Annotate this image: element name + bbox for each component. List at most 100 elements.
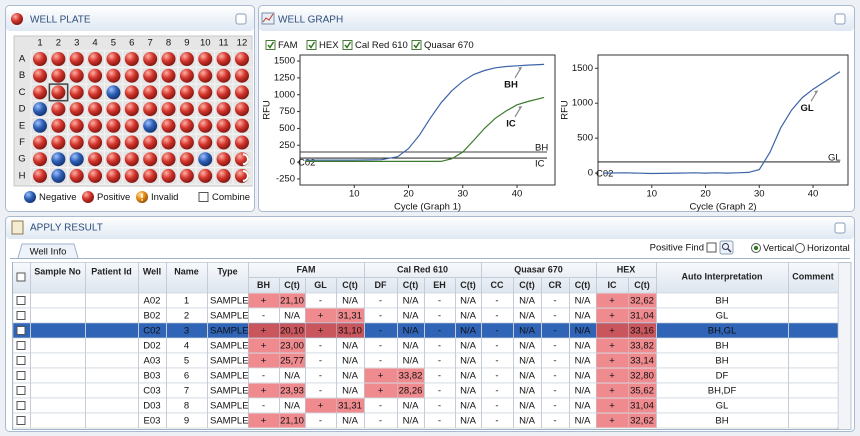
table-row[interactable] — [12, 307, 839, 324]
well[interactable] — [51, 118, 66, 133]
well[interactable] — [143, 68, 158, 83]
well[interactable] — [33, 135, 47, 150]
well[interactable] — [234, 102, 249, 117]
row-checkbox[interactable] — [16, 386, 26, 395]
well[interactable] — [216, 85, 231, 100]
well[interactable] — [51, 135, 66, 150]
row-checkbox[interactable] — [16, 326, 26, 335]
well[interactable] — [198, 135, 213, 150]
well[interactable] — [179, 102, 194, 117]
well[interactable] — [88, 68, 103, 83]
table-row[interactable] — [12, 352, 839, 369]
header-checkbox[interactable] — [16, 272, 26, 282]
row-checkbox[interactable] — [16, 401, 26, 410]
well[interactable] — [51, 68, 66, 83]
row-checkbox[interactable] — [16, 296, 26, 305]
well[interactable] — [106, 85, 121, 100]
table-row[interactable] — [12, 397, 839, 414]
orientation-label[interactable]: Horizontal — [807, 243, 850, 254]
well[interactable] — [106, 135, 121, 150]
well[interactable] — [51, 85, 66, 100]
channel-label[interactable]: HEX — [319, 40, 339, 51]
well[interactable] — [143, 52, 158, 66]
well[interactable] — [69, 135, 84, 150]
well[interactable] — [88, 102, 103, 117]
row-checkbox[interactable] — [16, 311, 26, 320]
tab[interactable] — [17, 243, 79, 259]
well[interactable] — [198, 102, 213, 117]
row-checkbox[interactable] — [16, 416, 26, 425]
well[interactable] — [179, 68, 194, 83]
well[interactable] — [106, 102, 121, 117]
well[interactable] — [143, 168, 158, 183]
well[interactable] — [33, 168, 47, 183]
well[interactable] — [33, 52, 47, 66]
find-button[interactable] — [719, 240, 734, 255]
positive-find-checkbox[interactable] — [706, 242, 717, 253]
well[interactable] — [198, 118, 213, 133]
well[interactable] — [198, 52, 213, 66]
well[interactable] — [216, 52, 231, 66]
well[interactable] — [179, 152, 194, 167]
channel-checkbox[interactable] — [306, 40, 317, 50]
well[interactable] — [161, 135, 176, 150]
well[interactable] — [161, 85, 176, 100]
well[interactable] — [124, 68, 139, 83]
table-row[interactable] — [12, 337, 839, 354]
well[interactable] — [51, 152, 66, 167]
well[interactable] — [216, 152, 231, 167]
well[interactable] — [216, 135, 231, 150]
well[interactable] — [106, 68, 121, 83]
well[interactable] — [106, 168, 121, 183]
table-row[interactable] — [12, 412, 839, 429]
well[interactable] — [124, 135, 139, 150]
channel-checkbox[interactable] — [411, 40, 422, 50]
well[interactable] — [88, 152, 103, 167]
well[interactable] — [161, 102, 176, 117]
well[interactable] — [69, 68, 84, 83]
well[interactable] — [161, 52, 176, 66]
legend-checkbox[interactable] — [198, 192, 209, 202]
well[interactable] — [69, 152, 84, 167]
well[interactable] — [88, 85, 103, 100]
collapse-button[interactable] — [235, 13, 247, 25]
well[interactable] — [51, 168, 66, 183]
well[interactable] — [124, 102, 139, 117]
well[interactable] — [69, 85, 84, 100]
orientation-label[interactable]: Vertical — [763, 243, 794, 254]
well[interactable] — [179, 118, 194, 133]
well[interactable] — [124, 152, 139, 167]
orientation-radio[interactable] — [795, 243, 805, 253]
well[interactable] — [161, 68, 176, 83]
well[interactable] — [198, 85, 213, 100]
well[interactable] — [216, 102, 231, 117]
well[interactable] — [143, 135, 158, 150]
collapse-button[interactable] — [834, 222, 846, 234]
well[interactable] — [234, 152, 249, 167]
well[interactable] — [88, 118, 103, 133]
well[interactable] — [234, 52, 249, 66]
well[interactable] — [33, 118, 47, 133]
tab-label[interactable]: Well Info — [30, 247, 67, 258]
well[interactable] — [234, 168, 249, 183]
well[interactable] — [33, 68, 47, 83]
well[interactable] — [161, 152, 176, 167]
well[interactable] — [179, 52, 194, 66]
scrollbar[interactable] — [837, 262, 852, 430]
well[interactable] — [69, 168, 84, 183]
well[interactable] — [69, 102, 84, 117]
well[interactable] — [51, 52, 66, 66]
well[interactable] — [198, 68, 213, 83]
well[interactable] — [88, 52, 103, 66]
well[interactable] — [234, 135, 249, 150]
table-row[interactable] — [12, 292, 839, 309]
well[interactable] — [143, 152, 158, 167]
well[interactable] — [51, 102, 66, 117]
well[interactable] — [124, 118, 139, 133]
well[interactable] — [216, 68, 231, 83]
well[interactable] — [69, 52, 84, 66]
well[interactable] — [33, 102, 47, 117]
row-checkbox[interactable] — [16, 341, 26, 350]
channel-label[interactable]: Quasar 670 — [424, 40, 474, 51]
collapse-button[interactable] — [834, 13, 846, 25]
